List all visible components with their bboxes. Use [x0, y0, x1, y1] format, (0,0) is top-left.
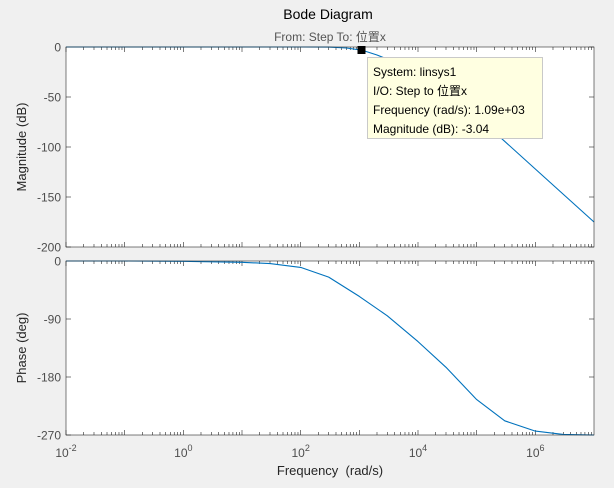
- mag-ytick-label: -150: [37, 191, 61, 205]
- datatip-box[interactable]: System: linsys1 I/O: Step to 位置x Frequen…: [367, 57, 543, 139]
- datatip-line-frequency: Frequency (rad/s): 1.09e+03: [373, 103, 525, 117]
- mag-ylabel: Magnitude (dB): [14, 103, 29, 192]
- phase-ytick-label: -180: [37, 371, 61, 385]
- xlabel: Frequency (rad/s): [277, 463, 383, 478]
- mag-ytick-label: -100: [37, 141, 61, 155]
- datatip-marker[interactable]: [357, 46, 366, 54]
- phase-ytick-label: -270: [37, 429, 61, 443]
- phase-axes-bg: [66, 261, 594, 435]
- mag-ytick-label: -50: [44, 91, 62, 105]
- phase-ytick-label: 0: [54, 255, 61, 269]
- xtick-label: 10-2: [55, 443, 76, 460]
- chart-subtitle: From: Step To: 位置x: [274, 29, 386, 44]
- phase-curve: [66, 260, 595, 436]
- mag-ytick-label: -200: [37, 241, 61, 255]
- xtick-label: 102: [291, 443, 309, 460]
- xtick-label: 106: [526, 443, 544, 460]
- datatip-line-system: System: linsys1: [373, 65, 457, 79]
- chart-title: Bode Diagram: [283, 6, 373, 22]
- mag-axes-box: [65, 46, 595, 248]
- mag-ytick-label: 0: [54, 41, 61, 55]
- datatip-line-magnitude: Magnitude (dB): -3.04: [373, 122, 490, 136]
- datatip-line-io: I/O: Step to 位置x: [373, 84, 468, 98]
- phase-axes-box: [65, 260, 595, 436]
- xtick-label: 100: [174, 443, 192, 460]
- phase-ytick-label: -90: [44, 313, 62, 327]
- phase-ylabel: Phase (deg): [14, 313, 29, 384]
- xtick-label: 104: [409, 443, 427, 460]
